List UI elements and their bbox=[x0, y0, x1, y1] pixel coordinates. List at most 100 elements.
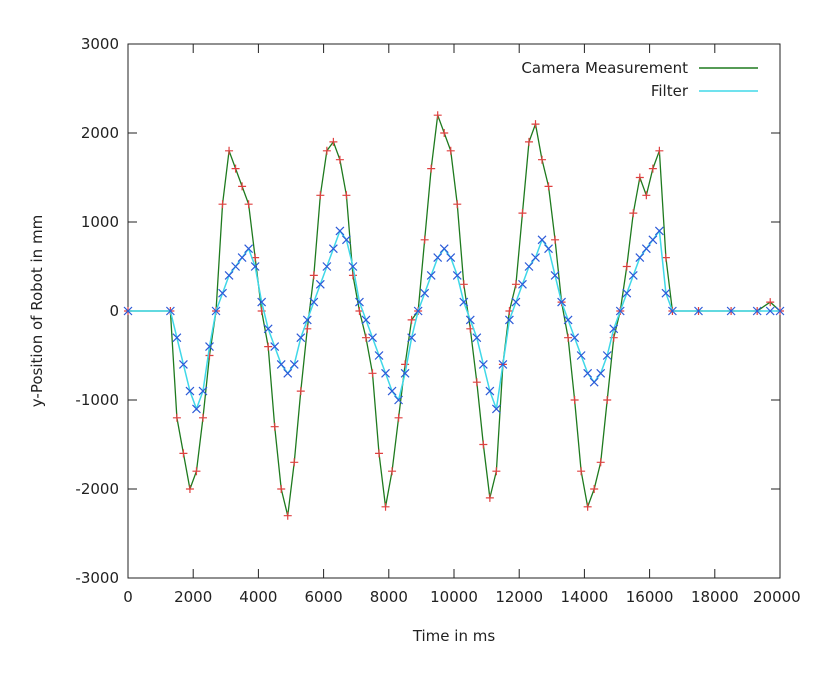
x-tick-label: 8000 bbox=[370, 588, 408, 606]
data-point-filter bbox=[537, 235, 547, 245]
data-point-camera-measurement bbox=[401, 360, 410, 369]
data-point-camera-measurement bbox=[446, 146, 455, 155]
x-tick-label: 12000 bbox=[495, 588, 543, 606]
data-point-filter bbox=[491, 404, 501, 414]
data-point-filter bbox=[276, 359, 286, 369]
data-point-filter bbox=[544, 244, 553, 254]
x-tick-label: 14000 bbox=[561, 588, 609, 606]
data-point-camera-measurement bbox=[218, 200, 227, 209]
data-point-filter bbox=[654, 226, 664, 236]
data-point-filter bbox=[231, 262, 241, 271]
data-point-camera-measurement bbox=[407, 315, 416, 324]
data-point-filter bbox=[563, 315, 573, 325]
data-point-filter bbox=[752, 306, 762, 316]
x-axis-title: Time in ms bbox=[412, 627, 496, 645]
data-point-camera-measurement bbox=[172, 413, 181, 422]
data-point-camera-measurement bbox=[583, 502, 592, 511]
data-point-filter bbox=[550, 270, 560, 280]
y-axis-title: y-Position of Robot in mm bbox=[28, 215, 46, 407]
data-point-camera-measurement bbox=[244, 200, 253, 209]
data-point-filter bbox=[452, 270, 462, 280]
data-point-camera-measurement bbox=[590, 485, 599, 493]
series-layer bbox=[123, 111, 785, 520]
data-point-filter bbox=[602, 351, 612, 360]
data-point-filter bbox=[224, 270, 234, 280]
data-point-filter bbox=[557, 297, 567, 307]
data-point-filter bbox=[459, 297, 469, 307]
y-tick-label: 1000 bbox=[81, 213, 119, 231]
series-camera-measurement bbox=[124, 111, 784, 520]
data-point-camera-measurement bbox=[394, 413, 403, 422]
data-point-camera-measurement bbox=[518, 209, 527, 218]
data-point-filter bbox=[518, 279, 527, 289]
data-point-filter bbox=[335, 226, 345, 236]
data-point-filter bbox=[589, 377, 599, 387]
data-point-filter bbox=[667, 306, 677, 316]
data-point-filter bbox=[198, 386, 208, 396]
data-point-filter bbox=[609, 324, 619, 334]
data-point-camera-measurement bbox=[368, 369, 377, 378]
data-point-camera-measurement bbox=[551, 235, 560, 244]
data-point-camera-measurement bbox=[329, 137, 338, 146]
data-point-camera-measurement bbox=[388, 467, 397, 476]
x-tick-label: 10000 bbox=[430, 588, 478, 606]
data-point-filter bbox=[250, 262, 260, 271]
y-tick-label: 0 bbox=[109, 302, 119, 320]
series-filter bbox=[123, 226, 785, 414]
data-point-filter bbox=[478, 359, 488, 369]
data-point-filter bbox=[765, 306, 775, 316]
data-point-camera-measurement bbox=[290, 458, 299, 467]
data-point-filter bbox=[413, 306, 423, 316]
data-point-camera-measurement bbox=[629, 209, 638, 218]
data-point-camera-measurement bbox=[570, 396, 579, 404]
data-point-camera-measurement bbox=[511, 280, 520, 289]
data-point-filter bbox=[205, 342, 214, 352]
data-point-filter bbox=[524, 262, 534, 271]
data-point-filter bbox=[407, 333, 417, 343]
data-point-filter bbox=[628, 270, 638, 280]
data-point-camera-measurement bbox=[564, 333, 573, 342]
data-point-camera-measurement bbox=[440, 129, 449, 137]
data-point-filter bbox=[531, 253, 540, 263]
legend-label-camera-measurement: Camera Measurement bbox=[521, 59, 688, 77]
data-point-filter bbox=[178, 359, 188, 369]
data-point-camera-measurement bbox=[375, 449, 384, 458]
data-point-camera-measurement bbox=[577, 467, 586, 476]
series-line-camera-measurement bbox=[128, 114, 781, 516]
data-point-filter bbox=[315, 279, 325, 289]
data-point-camera-measurement bbox=[635, 173, 644, 182]
data-point-camera-measurement bbox=[296, 387, 305, 396]
data-point-filter bbox=[485, 386, 495, 396]
data-point-camera-measurement bbox=[179, 449, 188, 458]
data-point-camera-measurement bbox=[238, 182, 247, 191]
data-point-filter bbox=[341, 235, 351, 245]
data-point-camera-measurement bbox=[531, 120, 540, 129]
data-point-camera-measurement bbox=[381, 502, 390, 511]
data-point-filter bbox=[446, 253, 456, 263]
data-point-camera-measurement bbox=[433, 111, 442, 120]
data-point-filter bbox=[283, 368, 293, 378]
data-point-filter bbox=[576, 351, 586, 360]
data-point-camera-measurement bbox=[544, 182, 553, 191]
data-point-filter bbox=[328, 244, 338, 254]
data-point-filter bbox=[420, 288, 430, 298]
data-point-camera-measurement bbox=[622, 262, 631, 271]
data-point-filter bbox=[348, 262, 358, 271]
y-tick-label: -3000 bbox=[75, 569, 119, 587]
data-point-filter bbox=[192, 404, 201, 414]
data-point-camera-measurement bbox=[420, 235, 429, 244]
series-line-filter bbox=[128, 228, 780, 412]
data-point-camera-measurement bbox=[648, 164, 657, 173]
data-point-camera-measurement bbox=[485, 493, 494, 502]
data-point-filter bbox=[165, 306, 175, 316]
x-tick-label: 2000 bbox=[174, 588, 212, 606]
data-point-filter bbox=[498, 359, 508, 369]
data-point-camera-measurement bbox=[231, 164, 240, 173]
data-point-filter bbox=[381, 368, 390, 378]
data-point-camera-measurement bbox=[661, 253, 670, 262]
data-point-filter bbox=[211, 306, 221, 316]
data-point-filter bbox=[504, 315, 514, 325]
data-point-filter bbox=[511, 297, 521, 307]
data-point-camera-measurement bbox=[459, 280, 468, 289]
y-tick-label: 2000 bbox=[81, 124, 119, 142]
